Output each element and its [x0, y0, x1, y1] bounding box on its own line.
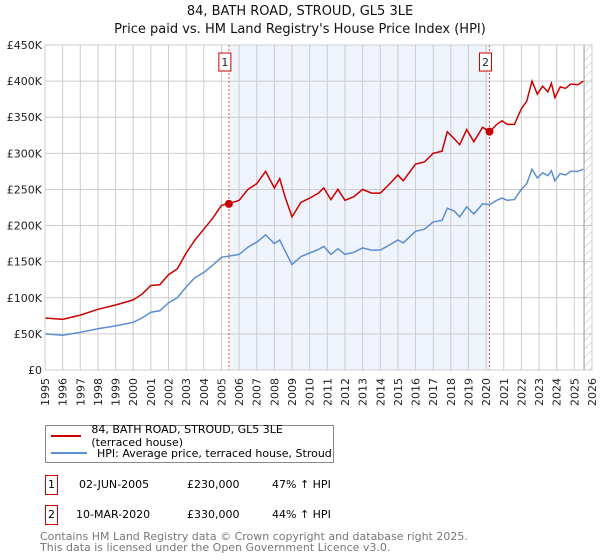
- sale-marker-label: 1: [221, 56, 228, 69]
- x-tick-label: 2002: [163, 378, 176, 406]
- x-tick-label: 2024: [551, 378, 564, 406]
- x-tick-label: 2012: [339, 378, 352, 406]
- x-tick-label: 2022: [515, 378, 528, 406]
- x-tick-label: 2001: [145, 378, 158, 406]
- sale-row-1: 1 02-JUN-2005 £230,000 47% ↑ HPI: [45, 475, 445, 495]
- x-tick-label: 2006: [233, 378, 246, 406]
- x-tick-label: 1998: [92, 378, 105, 406]
- hatched-region: [584, 45, 592, 370]
- sale-marker-label: 1: [45, 475, 58, 495]
- hpi-series-line: [44, 167, 584, 337]
- footer-copyright: Contains HM Land Registry data © Crown c…: [40, 530, 468, 543]
- x-tick-label: 2017: [427, 378, 440, 406]
- sale-marker-label: 2: [45, 505, 58, 525]
- x-tick-label: 1995: [39, 378, 52, 406]
- legend-label: 84, BATH ROAD, STROUD, GL5 3LE (terraced…: [91, 423, 283, 449]
- x-tick-label: 2015: [392, 378, 405, 406]
- y-tick-label: £250K: [7, 183, 43, 196]
- sale-point: [485, 127, 494, 136]
- x-tick-label: 2009: [286, 378, 299, 406]
- x-tick-label: 2008: [268, 378, 281, 406]
- price-chart: 1995 1996 1997 1998 1999 2000 2001 2002 2003 2004…: [7, 39, 599, 406]
- x-tick-label: 2014: [374, 378, 387, 406]
- sale-row-2: 2 10-MAR-2020 £330,000 44% ↑ HPI: [45, 505, 445, 525]
- x-tick-label: 2013: [357, 378, 370, 406]
- chart-title: 84, BATH ROAD, STROUD, GL5 3LE: [186, 4, 414, 19]
- sale-hpi-diff: 44% ↑ HPI: [272, 508, 331, 521]
- footer-licence: This data is licensed under the Open Gov…: [40, 541, 391, 554]
- x-tick-label: 2025: [568, 378, 581, 406]
- x-tick-label: 1999: [110, 378, 123, 406]
- plot-frame: [44, 44, 593, 371]
- y-tick-label: £100K: [7, 292, 43, 305]
- sale-price: £230,000: [187, 478, 240, 491]
- legend-item-hpi: HPI: Average price, terraced house, Stro…: [51, 445, 332, 461]
- y-tick-label: £350K: [7, 111, 43, 124]
- x-tick-label: 2007: [251, 378, 264, 406]
- x-tick-label: 1997: [74, 378, 87, 406]
- sale-date: 10-MAR-2020: [76, 508, 151, 521]
- y-tick-label: £0: [28, 364, 42, 377]
- x-tick-label: 1996: [57, 378, 70, 406]
- property-series-line: [44, 78, 584, 321]
- x-tick-label: 2020: [480, 378, 493, 406]
- sale-hpi-diff: 47% ↑ HPI: [272, 478, 331, 491]
- y-tick-label: £150K: [7, 256, 43, 269]
- shaded-ownership-period: [228, 45, 490, 370]
- x-tick-label: 2019: [462, 378, 475, 406]
- x-tick-label: 2021: [498, 378, 511, 406]
- sale-date: 02-JUN-2005: [79, 478, 150, 491]
- legend-item-property: 84, BATH ROAD, STROUD, GL5 3LE (terraced…: [51, 423, 333, 449]
- x-tick-label: 2011: [321, 378, 334, 406]
- x-tick-label: 2003: [180, 378, 193, 406]
- sale-marker-label: 2: [482, 56, 489, 69]
- y-tick-label: £450K: [7, 39, 43, 52]
- legend: 84, BATH ROAD, STROUD, GL5 3LE (terraced…: [45, 423, 334, 463]
- y-tick-label: £50K: [14, 328, 43, 341]
- x-tick-label: 2018: [445, 378, 458, 406]
- x-tick-label: 2026: [586, 378, 599, 406]
- sale-marker-box: [478, 52, 492, 72]
- sale-price: £330,000: [187, 508, 240, 521]
- legend-swatch-red: [51, 435, 82, 437]
- chart-subtitle: Price paid vs. HM Land Registry's House …: [114, 22, 486, 37]
- x-tick-label: 2010: [304, 378, 317, 406]
- x-tick-label: 2023: [533, 378, 546, 406]
- x-tick-label: 2016: [410, 378, 423, 406]
- y-tick-label: £300K: [7, 147, 43, 160]
- legend-label: HPI: Average price, terraced house, Stro…: [97, 446, 332, 460]
- x-tick-label: 2000: [127, 378, 140, 406]
- x-tick-label: 2004: [198, 378, 211, 406]
- y-tick-label: £200K: [7, 220, 43, 233]
- y-tick-label: £400K: [7, 75, 43, 88]
- sale-point: [224, 199, 233, 208]
- legend-swatch-blue: [51, 452, 87, 454]
- x-tick-label: 2005: [215, 378, 228, 406]
- sale-marker-box: [218, 52, 232, 72]
